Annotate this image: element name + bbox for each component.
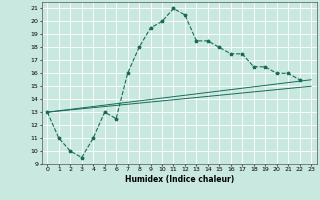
X-axis label: Humidex (Indice chaleur): Humidex (Indice chaleur)	[124, 175, 234, 184]
